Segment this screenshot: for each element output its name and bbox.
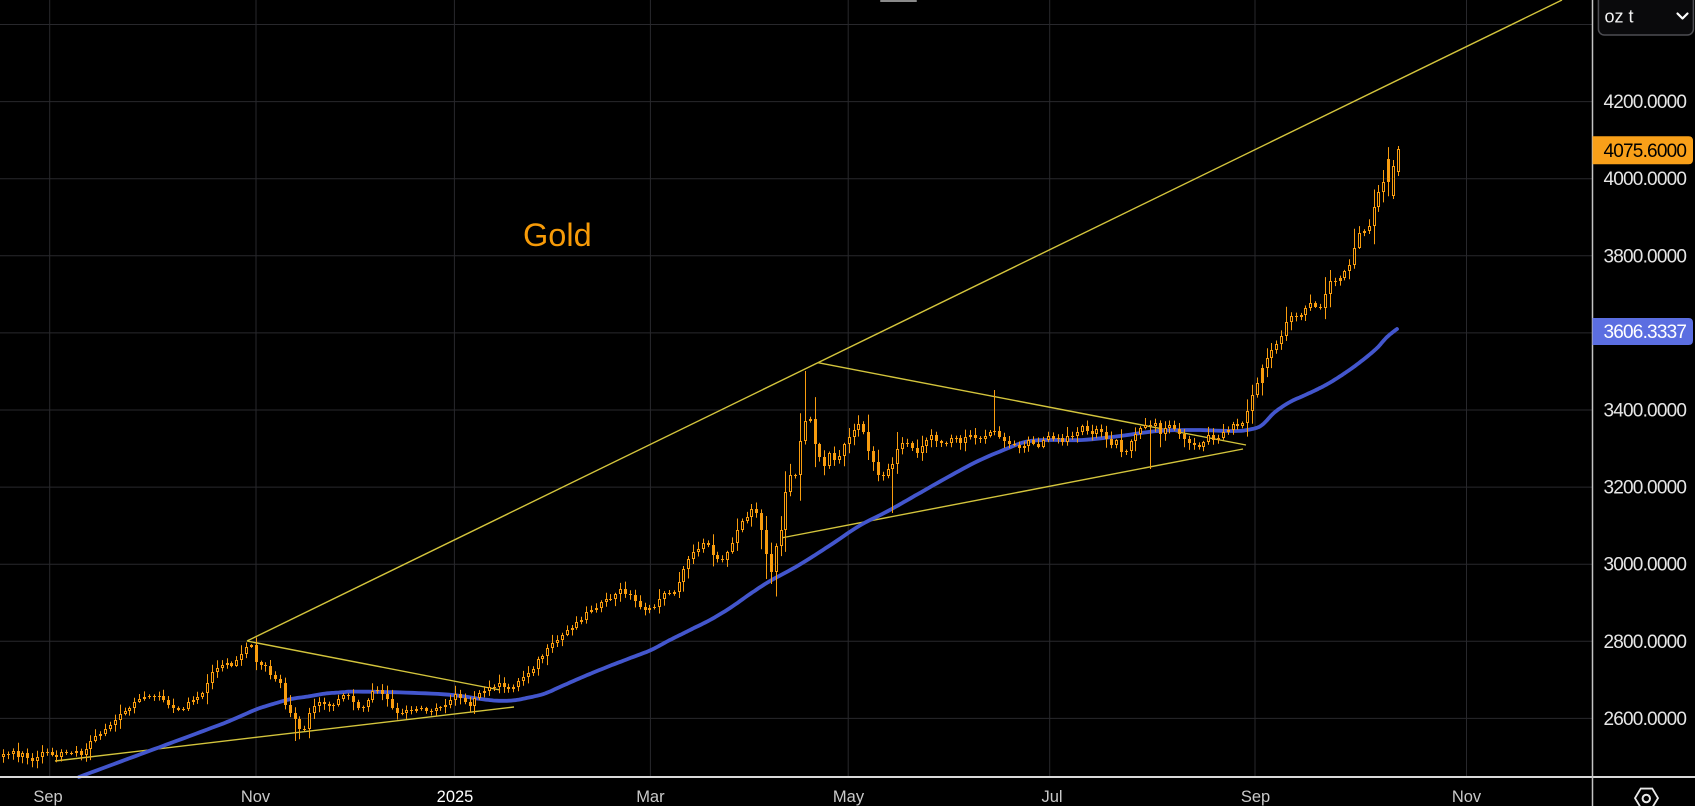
svg-text:Gold: Gold xyxy=(523,217,592,253)
svg-text:Mar: Mar xyxy=(636,788,665,806)
svg-text:4000.0000: 4000.0000 xyxy=(1604,169,1687,190)
svg-text:2800.0000: 2800.0000 xyxy=(1604,632,1687,653)
svg-text:oz t: oz t xyxy=(1605,7,1634,27)
svg-text:3606.3337: 3606.3337 xyxy=(1604,322,1687,343)
svg-text:2025: 2025 xyxy=(437,788,474,806)
svg-text:3000.0000: 3000.0000 xyxy=(1604,555,1687,576)
svg-text:Sep: Sep xyxy=(33,788,62,806)
svg-text:3200.0000: 3200.0000 xyxy=(1604,478,1687,499)
svg-text:4200.0000: 4200.0000 xyxy=(1604,92,1687,113)
svg-text:3400.0000: 3400.0000 xyxy=(1604,401,1687,422)
svg-text:3800.0000: 3800.0000 xyxy=(1604,246,1687,267)
svg-text:Nov: Nov xyxy=(241,788,271,806)
svg-text:Sep: Sep xyxy=(1241,788,1270,806)
svg-text:May: May xyxy=(833,788,865,806)
svg-text:4075.6000: 4075.6000 xyxy=(1604,141,1687,162)
svg-text:Jul: Jul xyxy=(1041,788,1062,806)
svg-text:2600.0000: 2600.0000 xyxy=(1604,709,1687,730)
svg-text:Nov: Nov xyxy=(1452,788,1482,806)
